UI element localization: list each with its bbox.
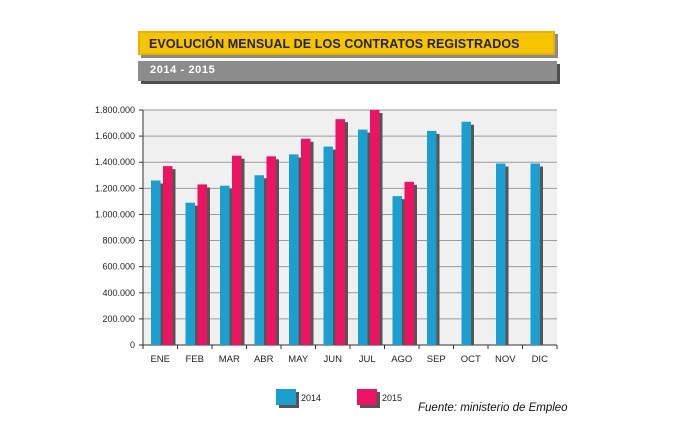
- y-tick-label: 400.000: [102, 288, 135, 298]
- bar-2015-feb: [197, 184, 207, 345]
- bar-2014-ene: [151, 180, 161, 345]
- bar-2014-feb: [185, 202, 195, 345]
- y-tick-label: 0: [130, 340, 135, 350]
- legend-swatch-2014: [276, 389, 296, 405]
- x-tick-label: DIC: [532, 354, 549, 365]
- bar-2014-may: [289, 154, 299, 345]
- plot-area: [143, 110, 557, 345]
- bar-2015-ene: [163, 166, 173, 345]
- bar-2015-jul: [370, 110, 380, 345]
- legend-label-2014: 2014: [301, 393, 321, 403]
- source-note: Fuente: ministerio de Empleo: [418, 402, 568, 414]
- x-tick-label: ABR: [254, 354, 274, 365]
- bar-2014-dic: [530, 163, 540, 345]
- bar-2015-mar: [232, 155, 242, 345]
- x-tick-label: MAY: [288, 354, 309, 365]
- x-tick-label: MAR: [219, 354, 240, 365]
- x-tick-label: AGO: [391, 354, 412, 365]
- bar-2014-ago: [392, 196, 402, 345]
- bar-2014-jul: [358, 129, 368, 345]
- y-tick-label: 600.000: [102, 262, 135, 272]
- y-tick-label: 200.000: [102, 314, 135, 324]
- y-tick-label: 1.200.000: [95, 183, 135, 193]
- x-tick-label: ENE: [150, 354, 170, 365]
- x-tick-label: FEB: [186, 354, 204, 365]
- bar-2015-may: [301, 138, 311, 345]
- bar-2014-abr: [254, 175, 264, 345]
- x-tick-label: JUL: [359, 354, 376, 365]
- bar-2015-ago: [404, 181, 414, 345]
- y-tick-label: 1.800.000: [95, 105, 135, 115]
- legend-label-2015: 2015: [382, 393, 402, 403]
- bar-2014-jun: [323, 146, 333, 345]
- x-tick-label: OCT: [461, 354, 481, 365]
- subtitle-banner: 2014 - 2015: [138, 61, 557, 81]
- title-banner: EVOLUCIÓN MENSUAL DE LOS CONTRATOS REGIS…: [138, 31, 555, 55]
- chart-title: EVOLUCIÓN MENSUAL DE LOS CONTRATOS REGIS…: [149, 37, 520, 51]
- y-tick-label: 1.000.000: [95, 209, 135, 219]
- y-tick-label: 1.400.000: [95, 157, 135, 167]
- bar-2014-oct: [461, 121, 471, 345]
- legend-swatch-2015: [357, 389, 377, 405]
- bar-2014-nov: [496, 163, 506, 345]
- x-tick-label: JUN: [324, 354, 343, 365]
- bar-2015-abr: [266, 156, 276, 345]
- bar-2014-mar: [220, 185, 230, 345]
- bar-2015-jun: [335, 119, 345, 345]
- x-tick-label: SEP: [427, 354, 446, 365]
- x-tick-label: NOV: [495, 354, 516, 365]
- y-tick-label: 1.600.000: [95, 131, 135, 141]
- chart-subtitle: 2014 - 2015: [150, 64, 216, 76]
- y-tick-label: 800.000: [102, 236, 135, 246]
- bar-2014-sep: [427, 130, 437, 345]
